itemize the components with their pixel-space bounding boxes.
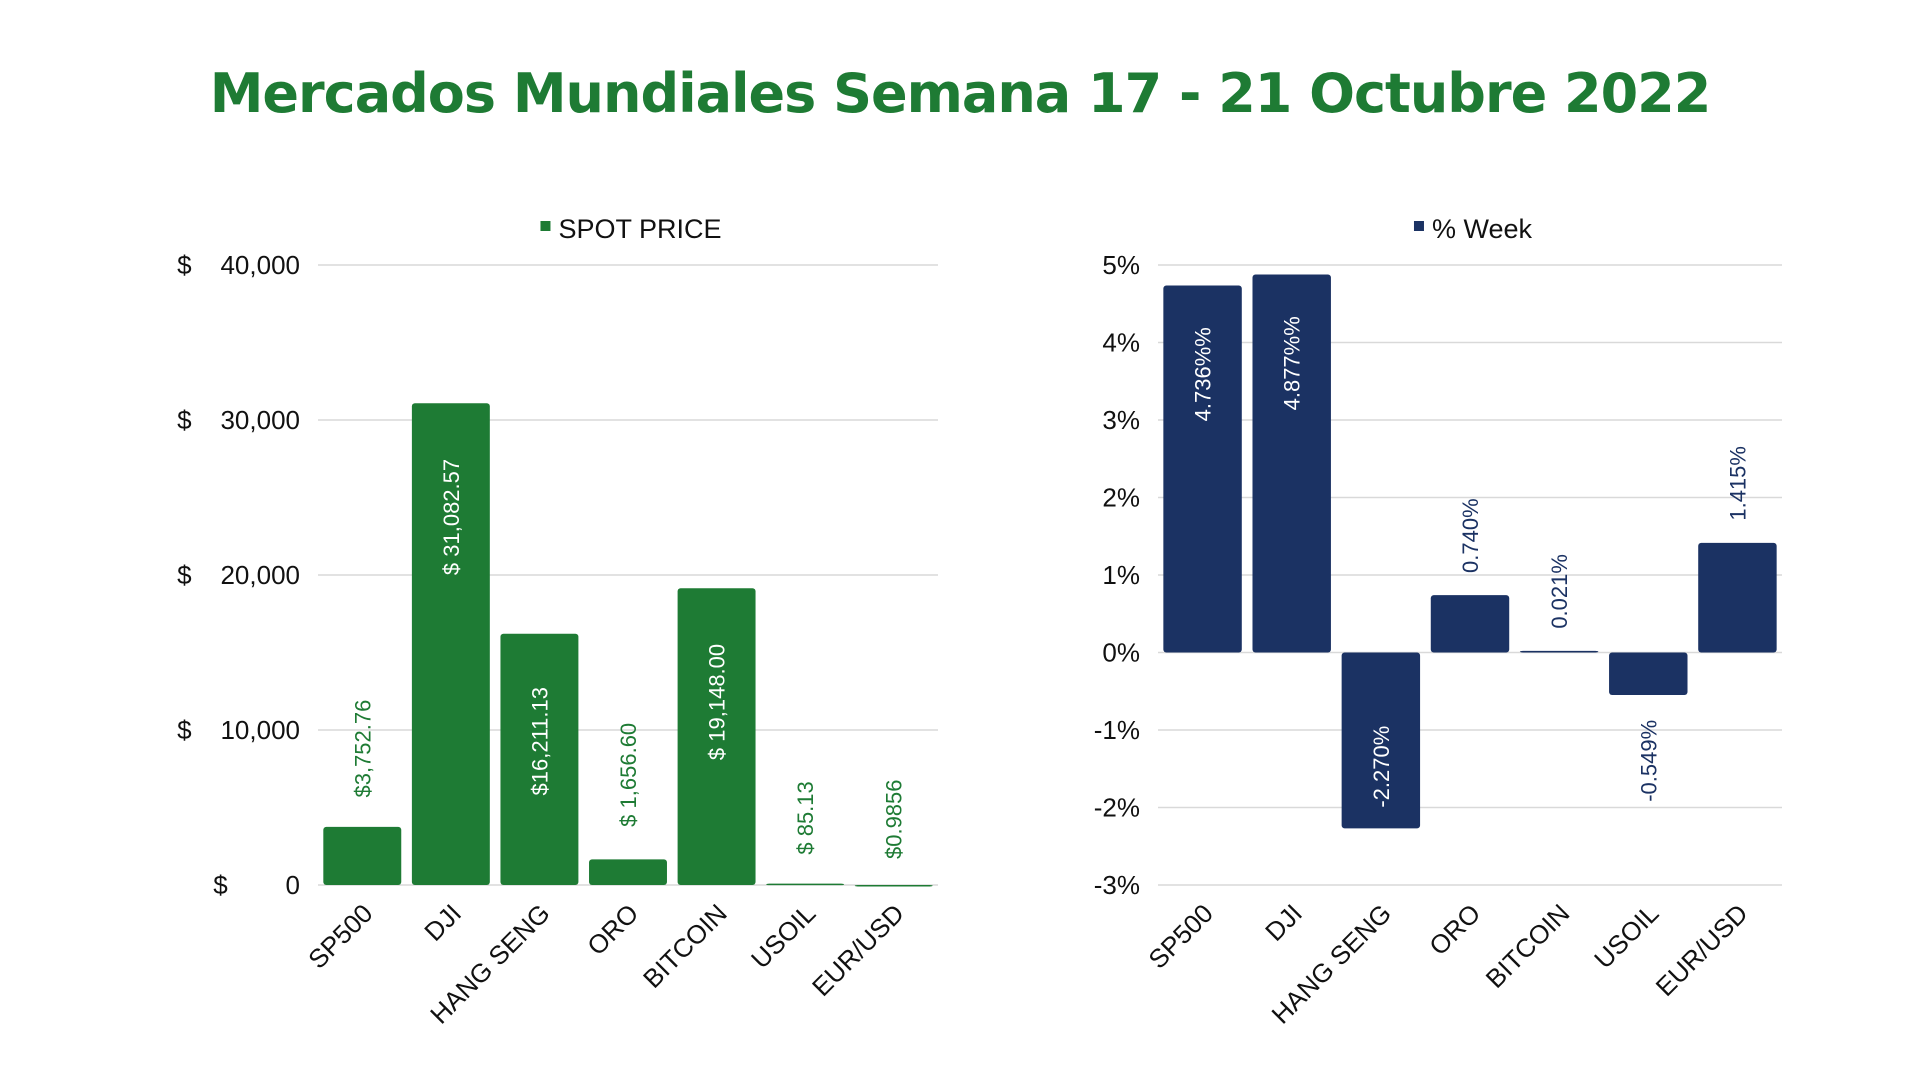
week-bar-hang-seng xyxy=(1341,652,1421,829)
spot-data-label-sp500: $3,752.76 xyxy=(350,700,375,798)
week-legend-label: % Week xyxy=(1432,214,1533,244)
week-ytick-label: 4% xyxy=(1102,328,1140,358)
week-ytick-label: -2% xyxy=(1094,793,1140,823)
week-data-label-oro: 0.740% xyxy=(1458,498,1483,573)
week-bar-bitcoin xyxy=(1519,650,1599,653)
spot-bar-usoil xyxy=(766,883,845,886)
week-category-label-dji: DJI xyxy=(1259,898,1308,947)
week-ytick-label: -1% xyxy=(1094,715,1140,745)
spot-ytick-label: $ 10,000 xyxy=(177,715,300,745)
week-category-label-bitcoin: BITCOIN xyxy=(1480,898,1576,994)
week-ytick-label: 3% xyxy=(1102,405,1140,435)
week-category-label-sp500: SP500 xyxy=(1142,898,1218,974)
spot-ytick-label: $ 40,000 xyxy=(177,250,300,280)
week-category-label-usoil: USOIL xyxy=(1588,898,1664,974)
week-data-label-usoil: -0.549% xyxy=(1636,720,1661,802)
week-data-label-bitcoin: 0.021% xyxy=(1547,554,1572,629)
week-ytick-label: 2% xyxy=(1102,483,1140,513)
week-bar-sp500 xyxy=(1163,285,1242,653)
spot-legend-swatch xyxy=(540,221,551,231)
spot-data-label-eur-usd: $0.9856 xyxy=(882,779,907,859)
week-data-label-eur-usd: 1.415% xyxy=(1725,446,1750,521)
spot-data-label-oro: $ 1,656.60 xyxy=(616,723,641,827)
spot-bar-hang-seng xyxy=(500,633,579,885)
spot-price-chart: $ 0 $ 10,000 $ 20,000 $ 30,000 $ 40,000 SPOT … xyxy=(177,214,938,1030)
week-legend: % Week xyxy=(1413,214,1533,244)
week-category-label-oro: ORO xyxy=(1423,898,1486,961)
week-bar-oro xyxy=(1430,595,1510,653)
spot-ytick-label: $ 0 xyxy=(213,870,300,900)
page-title: Mercados Mundiales Semana 17 - 21 Octubr… xyxy=(209,62,1712,125)
week-ytick-label: 5% xyxy=(1102,250,1140,280)
spot-bar-dji xyxy=(411,403,490,885)
week-bar-eur-usd xyxy=(1698,542,1777,653)
spot-bar-oro xyxy=(589,859,667,885)
week-data-label-sp500: 4.736%% xyxy=(1191,327,1216,421)
spot-ytick-label: $ 20,000 xyxy=(177,560,300,590)
week-data-label-hang-seng: -2.270% xyxy=(1369,726,1394,808)
spot-bar-bitcoin xyxy=(677,588,756,885)
spot-data-label-bitcoin: $ 19,148.00 xyxy=(705,644,730,760)
week-legend-swatch xyxy=(1413,221,1424,231)
week-category-label-eur-usd: EUR/USD xyxy=(1650,898,1754,1002)
spot-data-label-hang-seng: $16,211.13 xyxy=(527,687,552,795)
spot-legend: SPOT PRICE xyxy=(540,214,722,244)
spot-ytick-label: $ 30,000 xyxy=(177,405,300,435)
spot-bar-sp500 xyxy=(323,826,402,885)
week-ytick-label: 0% xyxy=(1102,638,1140,668)
week-ytick-label: -3% xyxy=(1094,870,1140,900)
week-data-label-dji: 4.877%% xyxy=(1280,316,1305,410)
week-ytick-label: 1% xyxy=(1102,560,1140,590)
spot-data-label-dji: $ 31,082.57 xyxy=(439,459,464,575)
spot-data-label-usoil: $ 85.13 xyxy=(793,781,818,854)
spot-bar-eur-usd xyxy=(854,884,933,887)
week-bar-dji xyxy=(1252,274,1331,653)
spot-legend-label: SPOT PRICE xyxy=(558,214,721,244)
week-bar-usoil xyxy=(1609,652,1688,696)
